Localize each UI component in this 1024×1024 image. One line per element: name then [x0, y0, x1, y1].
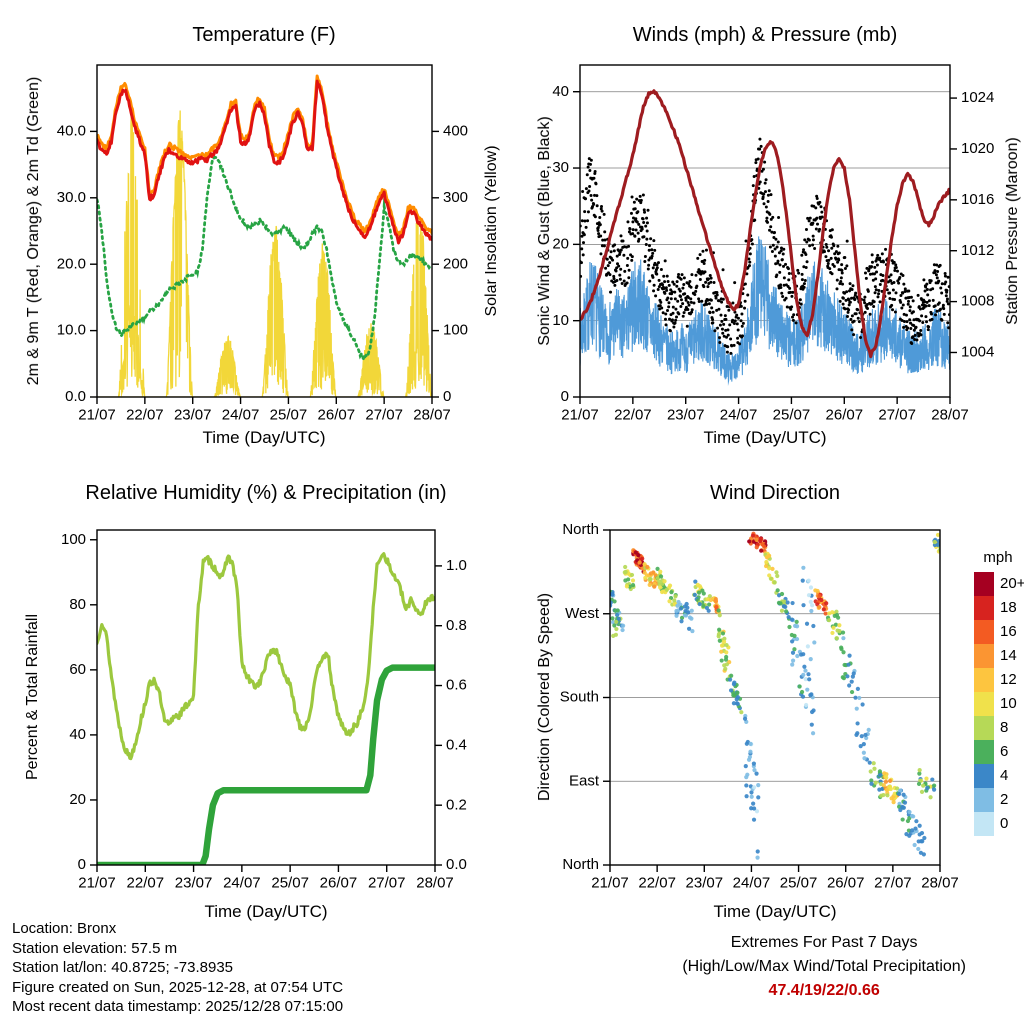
extremes-summary: Extremes For Past 7 Days (High/Low/Max W… — [682, 931, 966, 1003]
humidity-ylabel-left: Percent & Total Rainfall — [24, 613, 41, 781]
figure-created-timestamp: Figure created on Sun, 2025-12-28, at 07… — [12, 978, 344, 996]
station-location: Location: Bronx — [12, 920, 117, 937]
extremes-title: Extremes For Past 7 Days — [730, 934, 918, 951]
winds-xlabel: Time (Day/UTC) — [703, 428, 827, 447]
extremes-subtitle: (High/Low/Max Wind/Total Precipitation) — [682, 958, 966, 975]
wind-direction-xlabel: Time (Day/UTC) — [713, 902, 837, 921]
station-latlon: Station lat/lon: 40.8725; -73.8935 — [12, 959, 234, 976]
temperature-ylabel-right: Solar Insolation (Yellow) — [483, 145, 500, 317]
humidity-xlabel: Time (Day/UTC) — [204, 902, 328, 921]
wind-direction-chart-canvas — [512, 470, 1024, 930]
humidity-precip-chart-canvas — [0, 470, 512, 930]
most-recent-data-timestamp: Most recent data timestamp: 2025/12/28 0… — [12, 998, 344, 1015]
wind-direction-chart-title: Wind Direction — [709, 482, 841, 504]
pressure-ylabel-right: Station Pressure (Maroon) — [1004, 137, 1021, 325]
winds-ylabel-left: Sonic Wind & Gust (Blue, Black) — [536, 116, 553, 346]
panel-temperature: Temperature (F) 2m & 9m T (Red, Orange) … — [0, 0, 512, 460]
temperature-xlabel: Time (Day/UTC) — [202, 428, 326, 447]
panel-humidity-precip: Relative Humidity (%) & Precipitation (i… — [0, 470, 512, 930]
extremes-value: 47.4/19/22/0.66 — [768, 982, 880, 999]
winds-pressure-chart-title: Winds (mph) & Pressure (mb) — [632, 24, 898, 46]
station-elevation: Station elevation: 57.5 m — [12, 939, 178, 957]
temperature-chart-title: Temperature (F) — [192, 24, 336, 46]
temperature-ylabel-left: 2m & 9m T (Red, Orange) & 2m Td (Green) — [25, 76, 42, 386]
humidity-precip-chart-title: Relative Humidity (%) & Precipitation (i… — [85, 482, 447, 504]
temperature-chart-canvas — [0, 0, 512, 460]
panel-wind-direction: Wind Direction Direction (Colored By Spe… — [512, 470, 1024, 930]
winds-pressure-chart-canvas — [512, 0, 1024, 460]
panel-winds-pressure: Winds (mph) & Pressure (mb) Sonic Wind &… — [512, 0, 1024, 460]
station-info: Location: Bronx Station elevation: 57.5 … — [12, 919, 343, 1017]
wind-direction-ylabel-left: Direction (Colored By Speed) — [536, 592, 553, 802]
